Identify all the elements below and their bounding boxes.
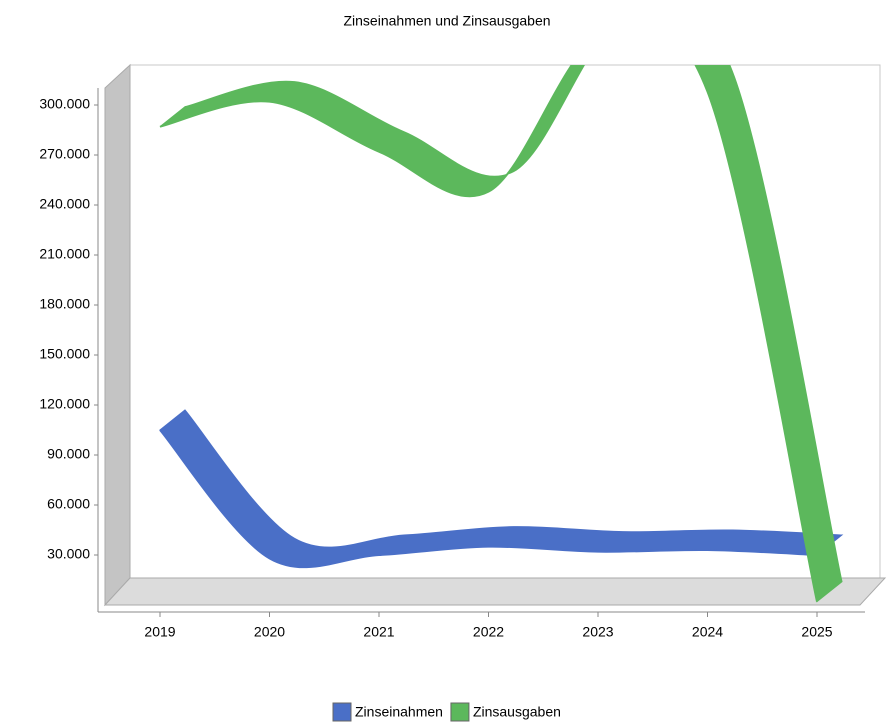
x-tick-label: 2021 <box>363 624 394 640</box>
y-tick-label: 270.000 <box>39 146 90 162</box>
x-tick-label: 2025 <box>801 624 832 640</box>
legend-swatch <box>332 702 352 722</box>
y-tick-label: 60.000 <box>47 496 90 512</box>
legend-label: Zinsausgaben <box>473 704 561 720</box>
chart-title: Zinseinahmen und Zinsausgaben <box>343 13 550 29</box>
x-tick-label: 2020 <box>254 624 285 640</box>
legend-swatch <box>450 702 470 722</box>
line <box>159 65 818 602</box>
x-tick-label: 2023 <box>582 624 613 640</box>
floor <box>103 577 887 606</box>
legend-label: Zinseinahmen <box>355 704 443 720</box>
x-tick-label: 2019 <box>144 624 175 640</box>
left-wall <box>104 63 131 607</box>
y-tick-label: 180.000 <box>39 296 90 312</box>
y-tick-label: 240.000 <box>39 196 90 212</box>
plot-area <box>159 65 844 603</box>
line <box>159 429 818 569</box>
y-tick-label: 210.000 <box>39 246 90 262</box>
y-tick-label: 120.000 <box>39 396 90 412</box>
y-tick-label: 30.000 <box>47 546 90 562</box>
x-tick-label: 2022 <box>473 624 504 640</box>
y-tick-label: 150.000 <box>39 346 90 362</box>
x-tick-label: 2024 <box>692 624 723 640</box>
y-tick-label: 300.000 <box>39 96 90 112</box>
y-tick-label: 90.000 <box>47 446 90 462</box>
